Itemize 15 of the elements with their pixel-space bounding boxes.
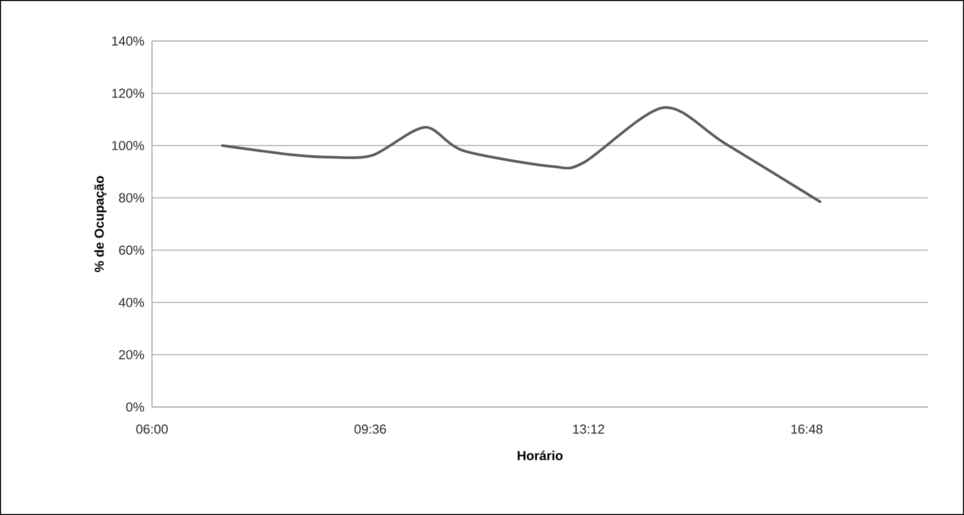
y-axis-title: % de Ocupação xyxy=(94,176,106,272)
y-tick-label: 60% xyxy=(119,246,144,255)
x-tick-label: 16:48 xyxy=(791,424,822,434)
y-tick-label: 120% xyxy=(112,88,144,98)
x-axis-title: Horário xyxy=(518,450,563,460)
y-tick-label: 80% xyxy=(119,193,144,202)
y-tick-label: 140% xyxy=(112,36,144,46)
y-tick-label: 100% xyxy=(112,140,144,150)
line-series xyxy=(221,106,822,204)
y-tick-label: 40% xyxy=(118,298,144,308)
y-tick-label: 20% xyxy=(119,350,144,360)
y-tick-label: 0% xyxy=(126,402,144,412)
x-tick-label: 13:12 xyxy=(573,424,604,434)
x-tick-label: 06:00 xyxy=(136,424,168,434)
x-tick-label: 09:36 xyxy=(354,424,386,434)
